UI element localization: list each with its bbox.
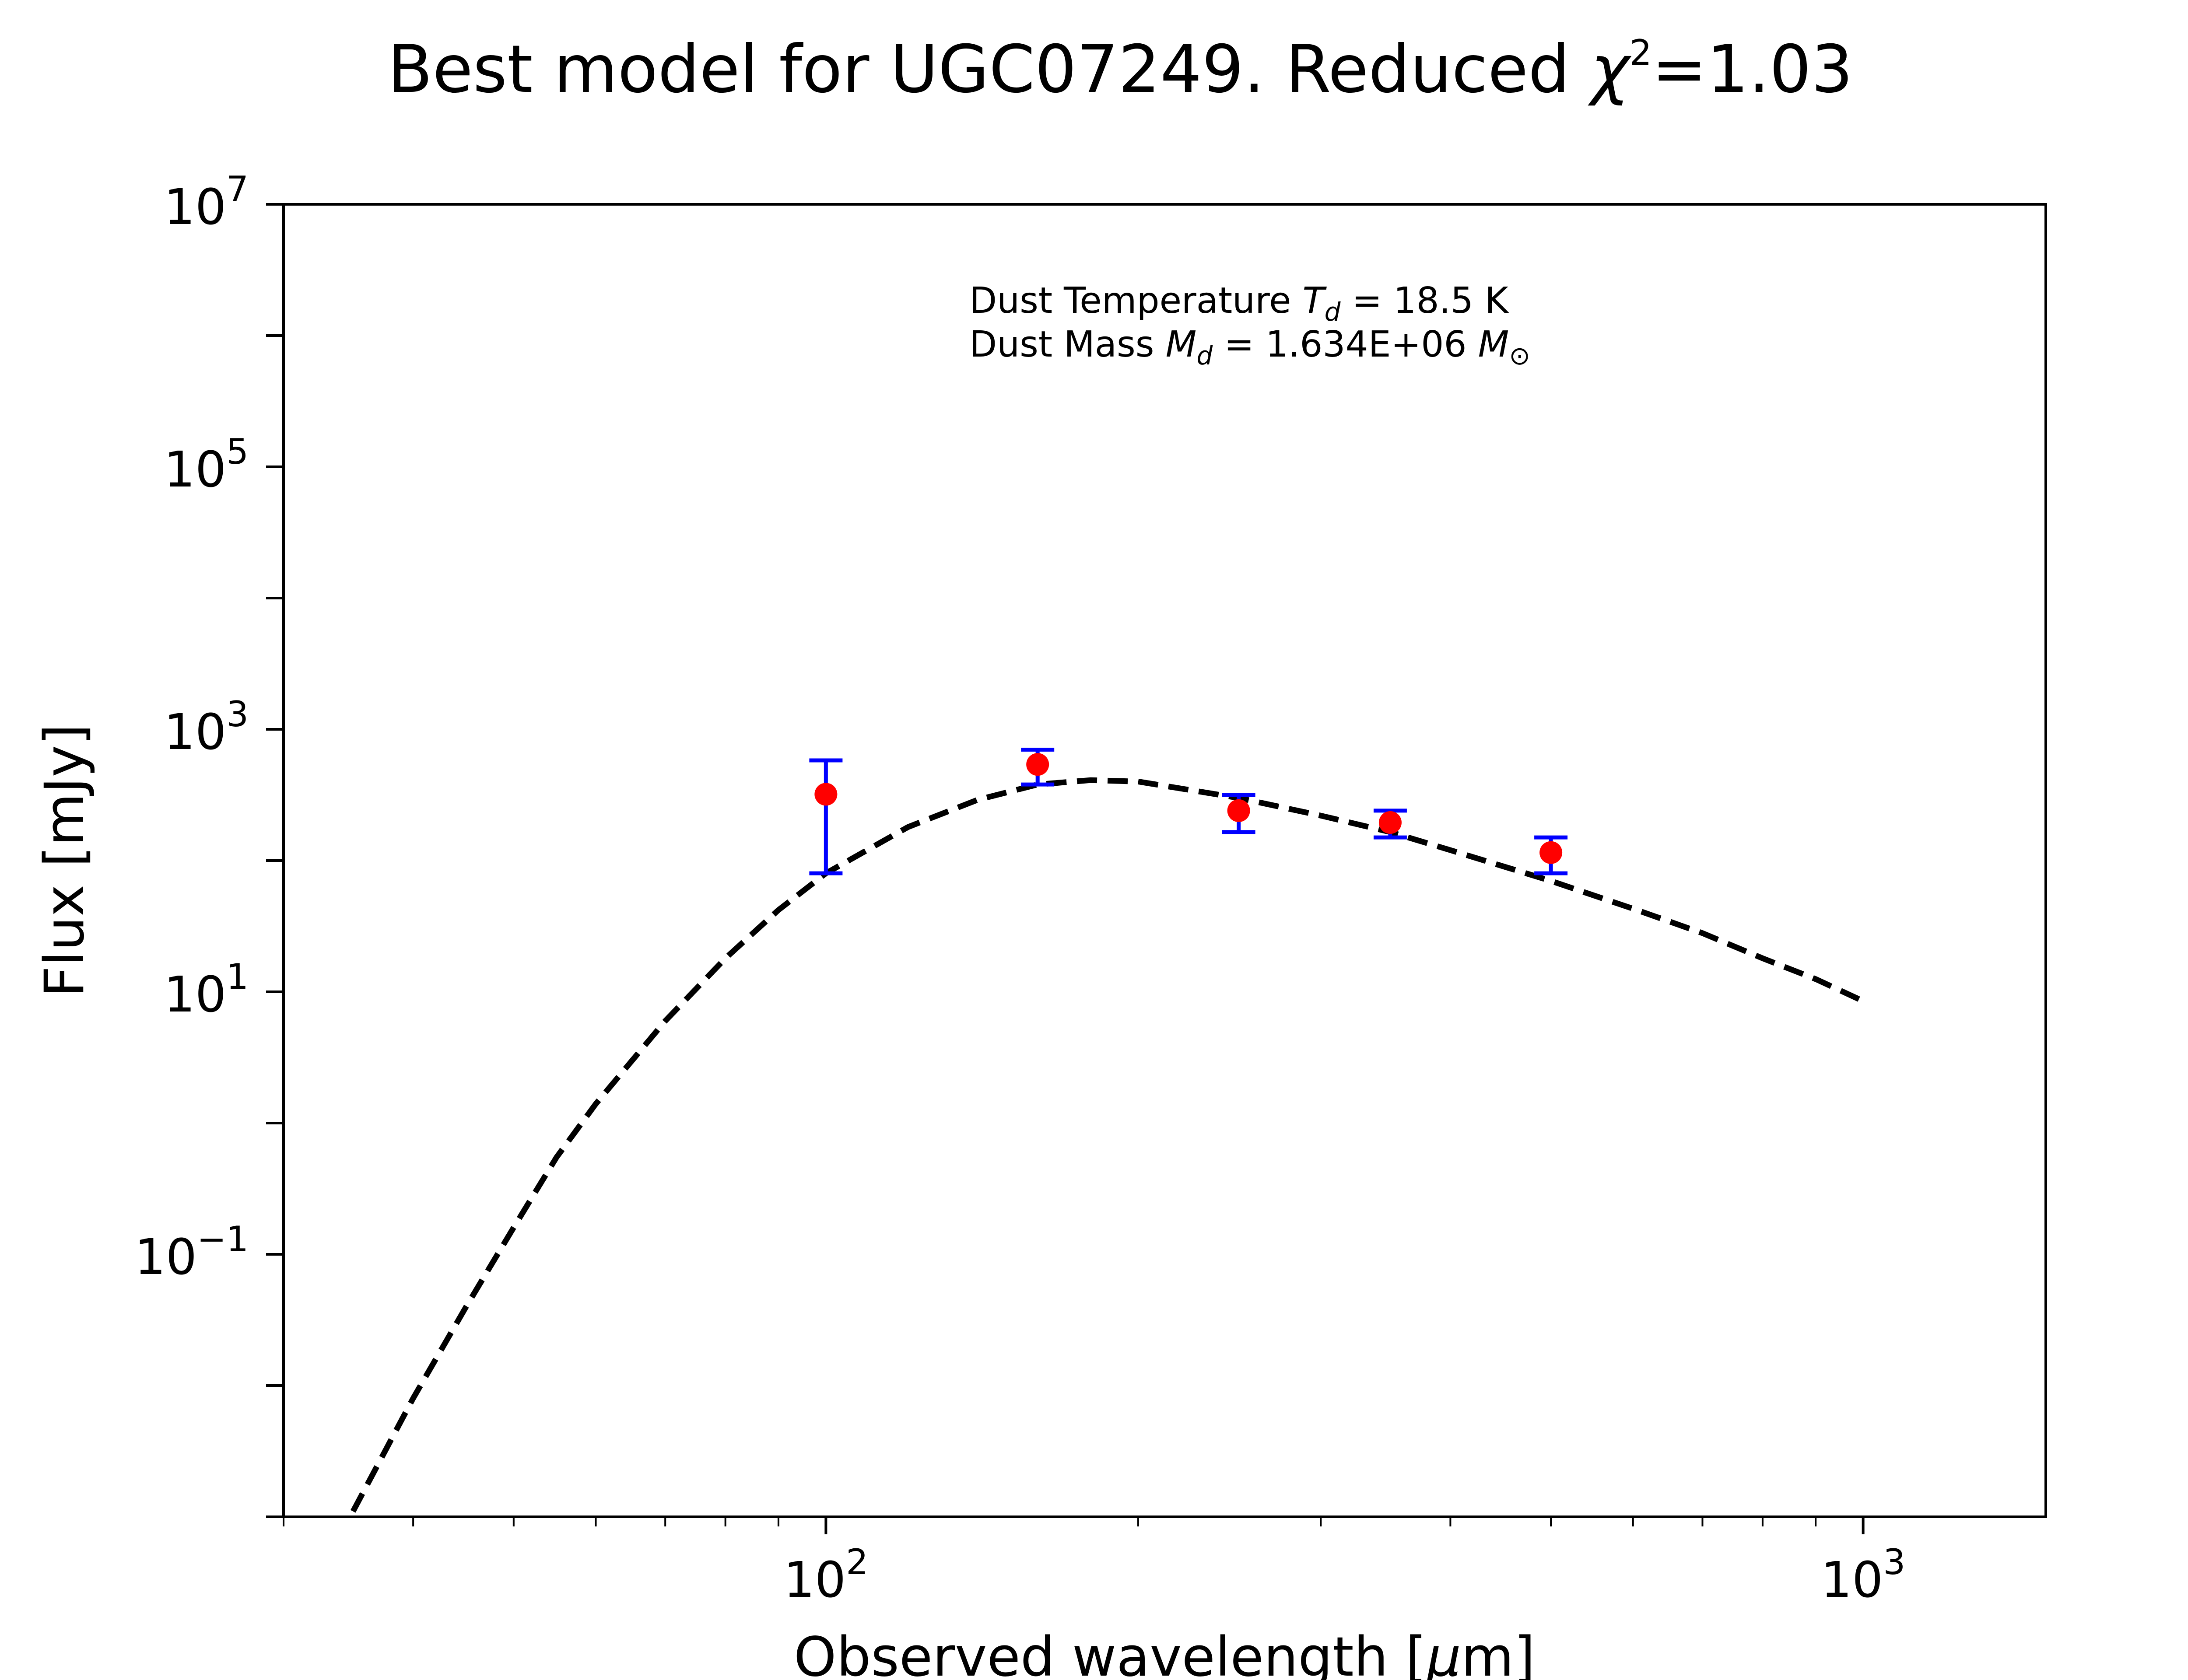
svg-text:Best model for UGC07249. Reduc: Best model for UGC07249. Reduced χ2=1.03 [388, 32, 1853, 108]
y-axis-ticks: 107 105 103 101 10−1 [135, 169, 284, 1518]
observed-points [809, 747, 1568, 875]
x-axis-label-unit: m] [1461, 1626, 1535, 1680]
chart-title-sup: 2 [1630, 32, 1652, 73]
annotation-temp-symbol: T [1303, 280, 1327, 322]
point-marker [814, 783, 838, 806]
annotation-mass-prefix: Dust Mass [969, 324, 1166, 365]
x-tick-label: 103 [1821, 1542, 1905, 1609]
svg-text:Observed wavelength [μm]: Observed wavelength [μm] [794, 1626, 1535, 1680]
x-axis-label: Observed wavelength [μm] [794, 1626, 1535, 1680]
data-point [1534, 835, 1568, 875]
annotation-mass-unit-subscript: ⊙ [1509, 341, 1530, 371]
y-axis-label: Flux [mJy] [33, 724, 96, 998]
y-axis-label-text: Flux [mJy] [33, 724, 96, 998]
annotation-mass-symbol: M [1166, 324, 1197, 365]
chart-title-value: =1.03 [1652, 32, 1853, 108]
y-tick-label: 10−1 [135, 1219, 249, 1286]
chart-title-main: Best model for UGC07249. Reduced [388, 32, 1591, 108]
annotation-temp-value: = 18.5 K [1340, 280, 1509, 322]
y-tick-label: 107 [164, 169, 249, 236]
y-tick-label: 103 [164, 694, 249, 761]
annotation-temp-subscript: d [1325, 297, 1341, 327]
data-point [1021, 747, 1055, 787]
x-tick-label: 102 [784, 1542, 868, 1609]
data-point [809, 758, 843, 875]
point-marker [1026, 753, 1049, 776]
x-axis-ticks: 102 103 [283, 1517, 1905, 1609]
model-curve [350, 777, 1865, 1513]
y-tick-label: 105 [164, 431, 249, 498]
annotation: Dust Temperature Td = 18.5 K Dust Mass M… [969, 280, 1530, 371]
svg-text:Dust Temperature Td = 18.5 K: Dust Temperature Td = 18.5 K [969, 280, 1509, 327]
annotation-mass-unit-symbol: M [1478, 324, 1509, 365]
chart-title-chi: χ [1588, 32, 1632, 108]
x-axis-label-main: Observed wavelength [ [794, 1626, 1427, 1680]
svg-text:Dust Mass Md = 1.634E+06 M⊙: Dust Mass Md = 1.634E+06 M⊙ [969, 324, 1530, 371]
plot-frame [282, 203, 2047, 1518]
x-axis-label-mu: μ [1426, 1626, 1461, 1680]
data-point [1373, 808, 1407, 840]
annotation-temp-prefix: Dust Temperature [969, 280, 1303, 322]
y-tick-label: 101 [164, 956, 249, 1023]
point-marker [1227, 799, 1250, 822]
point-marker [1539, 841, 1563, 864]
annotation-mass-subscript: d [1196, 341, 1213, 371]
chart-title: Best model for UGC07249. Reduced χ2=1.03 [388, 32, 1853, 108]
point-marker [1378, 811, 1402, 834]
annotation-mass-value: = 1.634E+06 [1213, 324, 1478, 365]
data-point [1222, 793, 1255, 834]
